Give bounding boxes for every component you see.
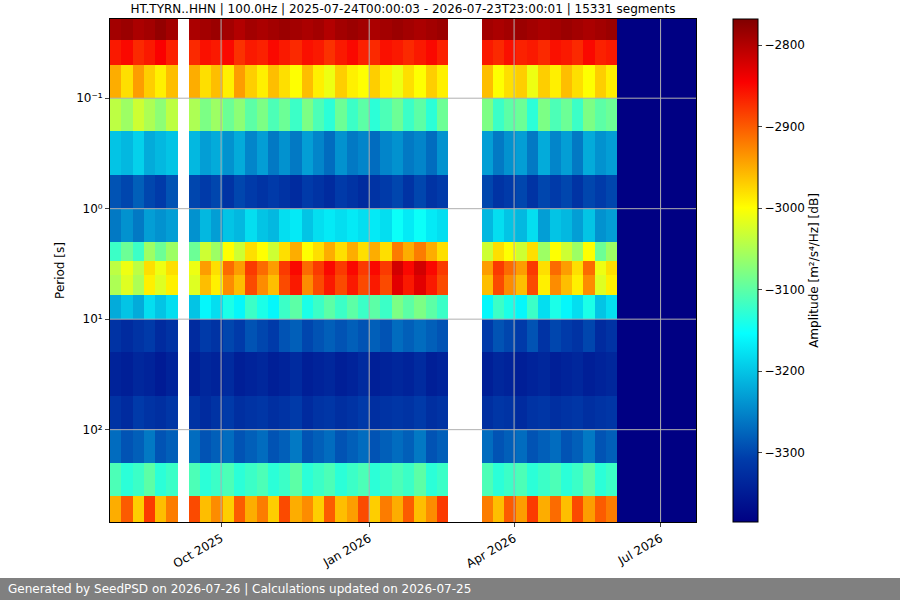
svg-text:Jul 2026: Jul 2026: [615, 531, 665, 568]
svg-text:Apr 2026: Apr 2026: [464, 531, 519, 571]
svg-text:−2900: −2900: [764, 120, 805, 134]
svg-text:−3100: −3100: [764, 283, 805, 297]
svg-text:−3000: −3000: [764, 201, 805, 215]
svg-text:10⁻¹: 10⁻¹: [76, 91, 103, 105]
svg-text:−3200: −3200: [764, 364, 805, 378]
svg-text:10²: 10²: [83, 423, 103, 437]
svg-text:10⁰: 10⁰: [83, 202, 103, 216]
svg-text:10¹: 10¹: [83, 312, 103, 326]
html-text:Generated by SeedPSD on 2026-0: Generated by SeedPSD on 2026-07-26 | Cal…: [8, 582, 472, 596]
svg-text:Oct 2025: Oct 2025: [171, 531, 226, 571]
svg-text:Amplitude [m²/s⁴/Hz] [dB]: Amplitude [m²/s⁴/Hz] [dB]: [807, 193, 821, 348]
svg-text:HT.TYRN..HHN | 100.0Hz | 2025-: HT.TYRN..HHN | 100.0Hz | 2025-07-24T00:0…: [131, 2, 676, 16]
svg-text:Period [s]: Period [s]: [53, 242, 67, 299]
svg-text:−2800: −2800: [764, 38, 805, 52]
svg-text:Jan 2026: Jan 2026: [320, 531, 374, 570]
svg-text:−3300: −3300: [764, 446, 805, 460]
